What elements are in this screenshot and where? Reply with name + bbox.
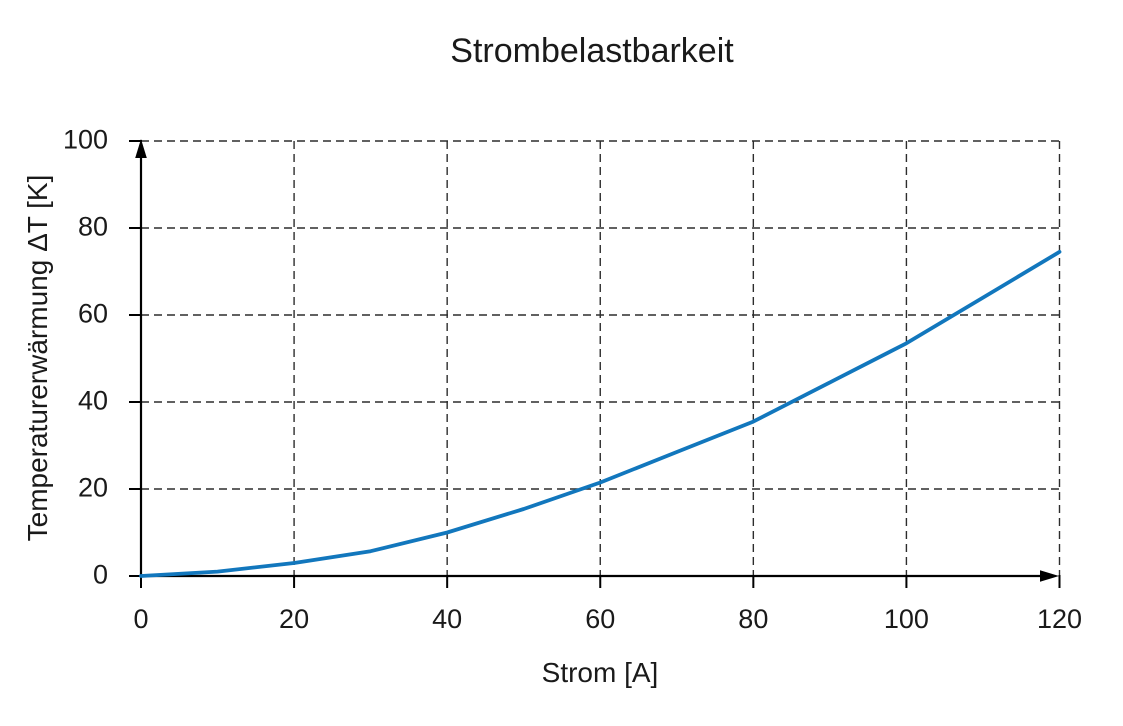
x-tick-label: 80 [738, 604, 769, 634]
y-tick-label: 100 [62, 124, 108, 155]
y-axis-arrow [135, 139, 147, 158]
chart-title: Strombelastbarkeit [450, 32, 734, 70]
y-tick-label: 60 [77, 298, 108, 329]
x-tick-label: 20 [279, 604, 310, 634]
y-tick-label: 80 [77, 211, 108, 242]
y-tick-label: 20 [77, 472, 108, 503]
y-tick-label: 0 [92, 559, 108, 590]
x-tick-label: 100 [883, 604, 929, 634]
x-tick-label: 60 [585, 604, 616, 634]
x-tick-label: 120 [1036, 604, 1083, 634]
x-axis-label: Strom [A] [541, 657, 659, 688]
x-axis-arrow [1040, 570, 1059, 582]
y-tick-label: 40 [77, 385, 108, 416]
data-curve [139, 249, 1062, 578]
x-tick-label: 0 [133, 604, 149, 634]
x-tick-label: 40 [432, 604, 463, 634]
